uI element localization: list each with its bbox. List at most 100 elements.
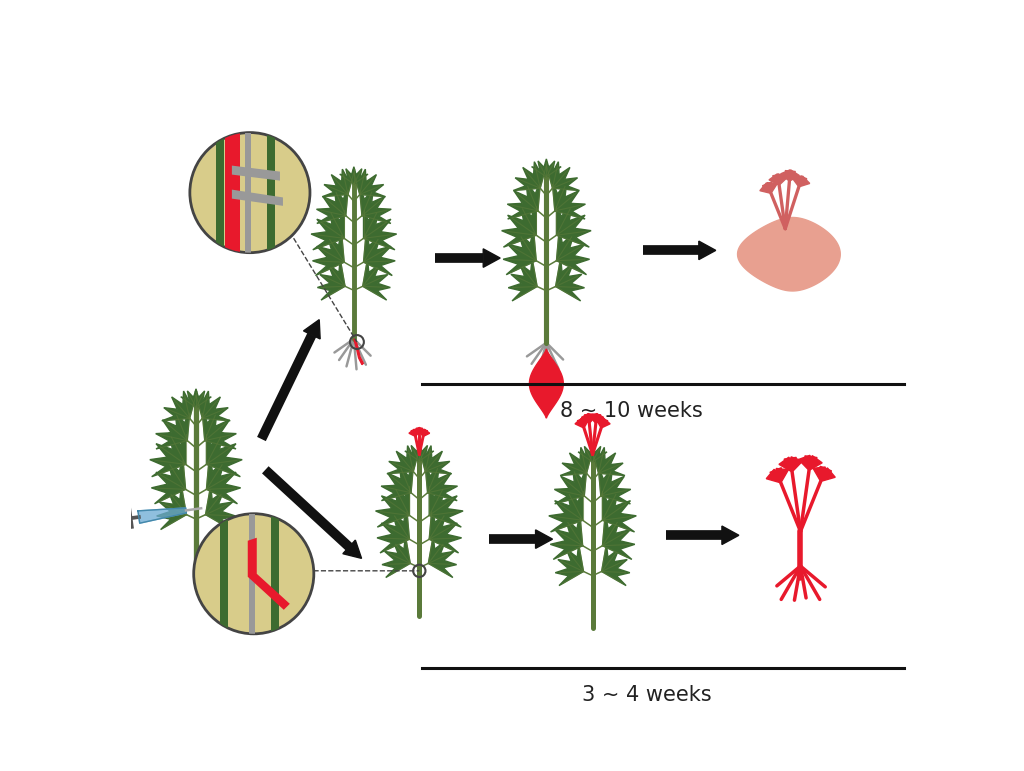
Polygon shape: [362, 259, 390, 300]
Polygon shape: [602, 486, 636, 532]
Polygon shape: [387, 446, 420, 474]
Polygon shape: [483, 249, 500, 268]
Polygon shape: [531, 159, 561, 177]
Polygon shape: [575, 419, 584, 428]
Text: 3 ~ 4 weeks: 3 ~ 4 weeks: [582, 685, 712, 705]
Polygon shape: [585, 414, 593, 423]
FancyBboxPatch shape: [270, 513, 279, 634]
Polygon shape: [820, 468, 836, 481]
Polygon shape: [353, 169, 386, 197]
Polygon shape: [311, 205, 344, 250]
Polygon shape: [206, 485, 236, 530]
Polygon shape: [150, 429, 185, 476]
Polygon shape: [414, 429, 420, 436]
Polygon shape: [773, 174, 782, 185]
Polygon shape: [404, 443, 434, 461]
Polygon shape: [231, 166, 280, 180]
Polygon shape: [601, 419, 610, 428]
Polygon shape: [340, 167, 368, 184]
Polygon shape: [425, 463, 458, 500]
Polygon shape: [600, 418, 608, 428]
Polygon shape: [722, 526, 739, 544]
Polygon shape: [303, 320, 321, 339]
Polygon shape: [231, 190, 283, 206]
Polygon shape: [780, 170, 791, 181]
Polygon shape: [377, 507, 410, 553]
Polygon shape: [419, 427, 425, 435]
Polygon shape: [549, 486, 583, 532]
Polygon shape: [138, 508, 186, 524]
Polygon shape: [529, 349, 563, 418]
Polygon shape: [202, 409, 237, 449]
Polygon shape: [359, 186, 391, 224]
Polygon shape: [536, 530, 553, 548]
Polygon shape: [428, 536, 457, 577]
Polygon shape: [779, 457, 793, 472]
Polygon shape: [419, 446, 452, 474]
Polygon shape: [207, 456, 241, 503]
Polygon shape: [409, 429, 416, 436]
FancyBboxPatch shape: [216, 133, 224, 253]
Polygon shape: [763, 182, 772, 194]
Polygon shape: [364, 205, 396, 250]
Polygon shape: [596, 413, 604, 423]
Polygon shape: [416, 428, 423, 435]
Polygon shape: [579, 444, 607, 462]
Polygon shape: [152, 456, 185, 503]
Polygon shape: [767, 183, 777, 194]
Polygon shape: [248, 537, 290, 610]
Polygon shape: [590, 413, 597, 423]
Polygon shape: [602, 513, 635, 560]
Polygon shape: [429, 507, 462, 553]
Polygon shape: [797, 176, 807, 187]
Polygon shape: [343, 540, 361, 558]
Polygon shape: [809, 456, 822, 470]
Polygon shape: [784, 457, 797, 472]
Polygon shape: [507, 180, 541, 219]
Polygon shape: [156, 409, 190, 449]
Polygon shape: [364, 231, 395, 275]
Circle shape: [194, 513, 313, 634]
Circle shape: [189, 133, 310, 253]
Polygon shape: [546, 162, 580, 190]
FancyBboxPatch shape: [249, 513, 255, 634]
Polygon shape: [554, 466, 587, 504]
Polygon shape: [555, 544, 584, 586]
Polygon shape: [552, 180, 586, 219]
Polygon shape: [316, 186, 348, 224]
Polygon shape: [414, 427, 420, 435]
Polygon shape: [790, 170, 800, 181]
Polygon shape: [419, 429, 425, 436]
Polygon shape: [799, 456, 810, 470]
Polygon shape: [382, 536, 411, 577]
FancyBboxPatch shape: [219, 513, 228, 634]
Polygon shape: [785, 170, 796, 181]
Polygon shape: [411, 429, 418, 436]
Polygon shape: [556, 200, 591, 247]
Polygon shape: [180, 389, 211, 408]
Polygon shape: [157, 485, 186, 530]
Polygon shape: [805, 456, 817, 470]
Polygon shape: [381, 463, 414, 500]
Polygon shape: [376, 481, 410, 527]
Polygon shape: [698, 241, 716, 260]
Polygon shape: [508, 258, 538, 301]
Polygon shape: [582, 413, 589, 423]
Polygon shape: [770, 468, 781, 483]
Polygon shape: [312, 231, 344, 275]
Polygon shape: [207, 429, 243, 476]
Polygon shape: [196, 391, 230, 421]
Polygon shape: [513, 162, 547, 190]
Polygon shape: [503, 227, 537, 274]
Polygon shape: [596, 419, 604, 428]
Polygon shape: [766, 470, 781, 483]
Polygon shape: [581, 419, 589, 428]
Polygon shape: [813, 467, 825, 481]
Polygon shape: [737, 217, 841, 291]
Polygon shape: [429, 481, 463, 527]
Polygon shape: [317, 259, 345, 300]
Polygon shape: [423, 429, 430, 436]
Polygon shape: [820, 466, 831, 481]
Text: 8 ~ 10 weeks: 8 ~ 10 weeks: [560, 400, 702, 420]
Polygon shape: [593, 414, 601, 423]
